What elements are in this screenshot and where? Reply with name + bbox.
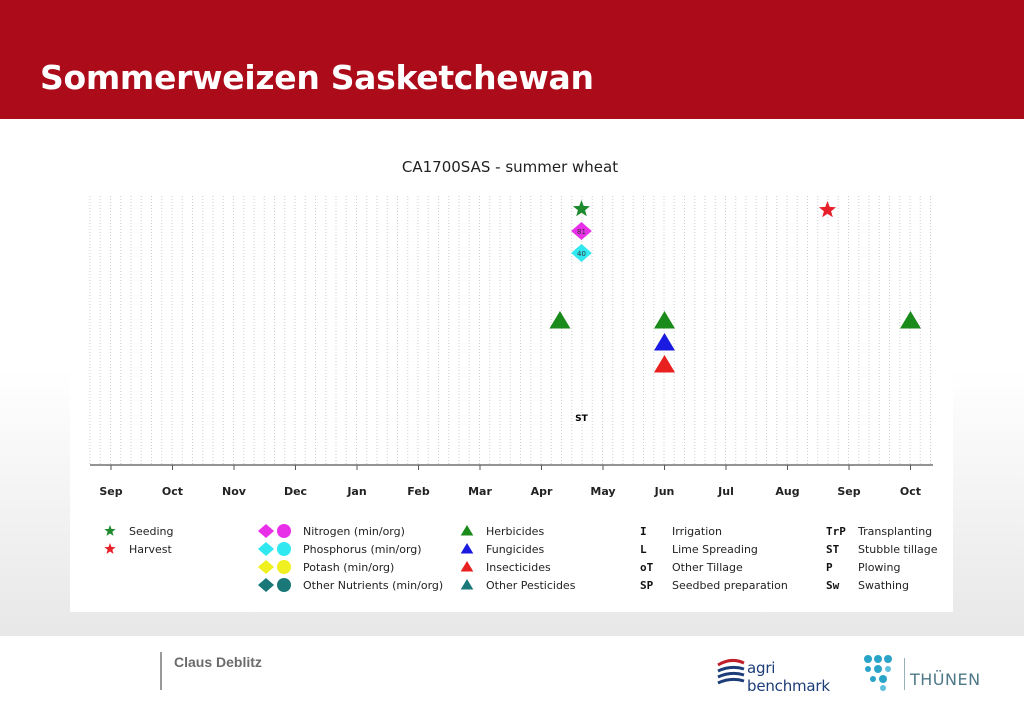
harvest-star-mark: [818, 201, 836, 218]
legend-code: oT: [640, 561, 654, 574]
legend-label: Phosphorus (min/org): [303, 543, 422, 556]
x-tick-label: Apr: [531, 485, 553, 498]
x-tick-label: Mar: [468, 485, 492, 498]
legend-label: Other Tillage: [672, 561, 743, 574]
legend-label: Nitrogen (min/org): [303, 525, 405, 538]
agri-benchmark-logo: agri benchmark: [716, 655, 856, 695]
x-axis: Sep Oct Nov Dec Jan Feb Mar Apr May Jun Jul Aug Sep O…: [90, 464, 933, 498]
legend-triangle-icon: [460, 543, 474, 554]
fungicides-triangle-mark: [654, 333, 675, 351]
legend-label: Irrigation: [672, 525, 722, 538]
tillage-code-mark: ST: [575, 414, 588, 424]
legend-circle-icon: [277, 578, 291, 592]
x-tick-label: May: [590, 485, 615, 498]
x-tick-label: Jan: [346, 485, 366, 498]
herbicides-triangle-mark: [549, 311, 571, 329]
legend-diamond-icon: [257, 542, 275, 556]
legend-code: P: [826, 561, 833, 574]
legend-triangle-icon: [460, 579, 474, 590]
x-tick-label: Sep: [837, 485, 860, 498]
legend-label: Potash (min/org): [303, 561, 394, 574]
legend-label: Insecticides: [486, 561, 551, 574]
x-tick-label: Feb: [407, 485, 430, 498]
legend-label: Herbicides: [486, 525, 544, 538]
slide-title: Sommerweizen Sasketchewan: [40, 58, 594, 97]
insecticides-triangle-mark: [654, 355, 675, 373]
x-tick-label: Dec: [284, 485, 307, 498]
header-bar: Sommerweizen Sasketchewan: [0, 0, 1024, 119]
legend-diamond-icon: [257, 524, 275, 538]
legend-code: L: [640, 543, 647, 556]
footer-divider: [160, 652, 162, 690]
chart-svg: CA1700SAS - summer wheat Sep Oct Nov Dec Jan…: [89, 158, 938, 592]
legend-circle-icon: [277, 542, 291, 556]
legend-label: Transplanting: [857, 525, 932, 538]
legend-label: Stubble tillage: [858, 543, 938, 556]
legend-label: Swathing: [858, 579, 909, 592]
legend: Seeding Harvest Nitrogen (min/org) Phosphor…: [104, 524, 938, 592]
legend-label: Other Pesticides: [486, 579, 576, 592]
seeding-star-mark: [572, 200, 590, 217]
chart-panel: CA1700SAS - summer wheat Sep Oct Nov Dec Jan…: [70, 136, 953, 612]
x-tick-label: Oct: [162, 485, 183, 498]
legend-star-icon: [104, 543, 116, 554]
footer-band: [0, 636, 1024, 709]
x-tick-label: Oct: [900, 485, 921, 498]
legend-code: TrP: [826, 525, 846, 538]
legend-diamond-icon: [257, 560, 275, 574]
nitrogen-diamond-mark: [571, 222, 592, 240]
legend-label: Lime Spreading: [672, 543, 758, 556]
agri-swoosh-icon: [717, 658, 745, 685]
event-marks: 81 40 ST: [549, 200, 921, 424]
legend-code: Sw: [826, 579, 840, 592]
legend-triangle-icon: [460, 561, 474, 572]
legend-circle-icon: [277, 560, 291, 574]
legend-label: Seedbed preparation: [672, 579, 788, 592]
legend-circle-icon: [277, 524, 291, 538]
author-name: Claus Deblitz: [174, 654, 262, 670]
x-tick-label: Aug: [775, 485, 799, 498]
phosphorus-diamond-mark: [571, 244, 592, 262]
x-tick-label: Nov: [222, 485, 247, 498]
legend-code: ST: [826, 543, 840, 556]
thuenen-logo: THÜNEN: [862, 654, 992, 692]
herbicides-triangle-mark: [654, 311, 675, 329]
thuenen-dots-icon: [864, 655, 892, 691]
herbicides-triangle-mark: [900, 311, 921, 329]
phosphorus-value-label: 40: [577, 250, 586, 258]
legend-label: Fungicides: [486, 543, 545, 556]
legend-label: Other Nutrients (min/org): [303, 579, 443, 592]
agri-benchmark-text: agri benchmark: [747, 659, 830, 695]
x-tick-label: Sep: [99, 485, 122, 498]
thuenen-separator: [904, 658, 905, 690]
grid-lines: [89, 196, 931, 465]
legend-label: Harvest: [129, 543, 173, 556]
legend-label: Plowing: [858, 561, 900, 574]
legend-code: SP: [640, 579, 654, 592]
legend-label: Seeding: [129, 525, 174, 538]
legend-star-icon: [104, 525, 116, 536]
legend-diamond-icon: [257, 578, 275, 592]
nitrogen-value-label: 81: [577, 228, 586, 236]
legend-code: I: [640, 525, 647, 538]
thuenen-text: THÜNEN: [910, 670, 981, 689]
x-tick-label: Jul: [717, 485, 734, 498]
chart-title: CA1700SAS - summer wheat: [402, 158, 618, 176]
legend-triangle-icon: [460, 525, 474, 536]
x-tick-label: Jun: [654, 485, 675, 498]
